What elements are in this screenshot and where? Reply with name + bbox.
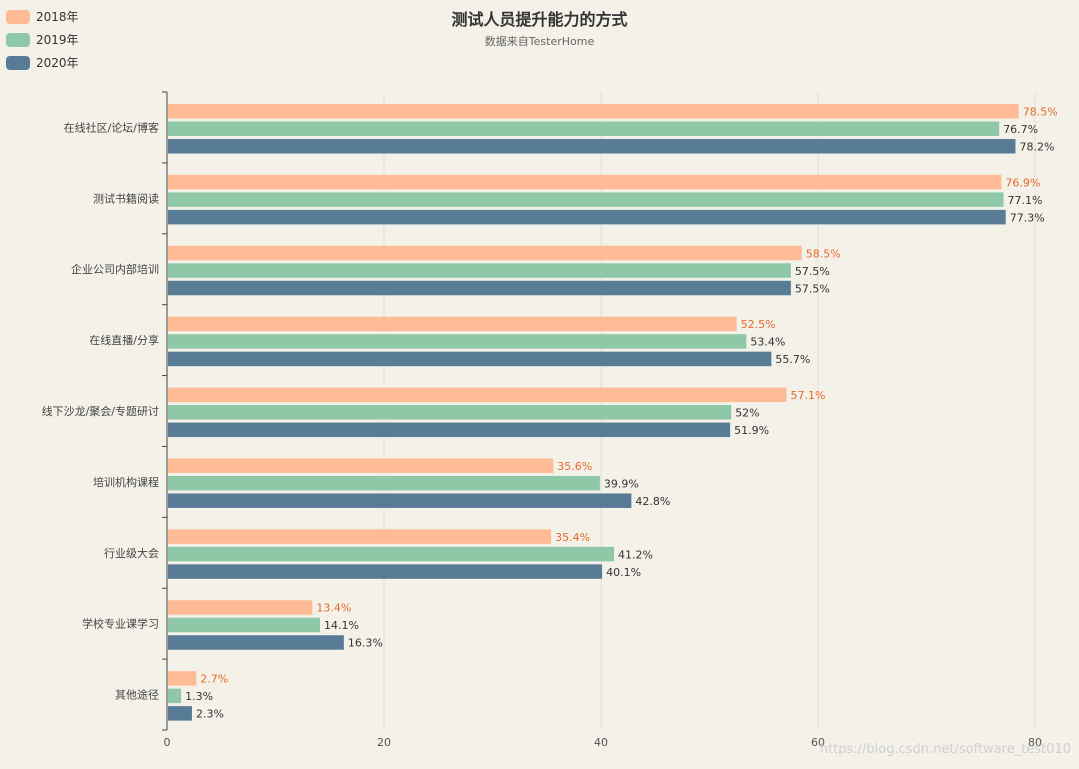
- data-label: 77.1%: [1008, 194, 1043, 207]
- bar: [168, 529, 552, 544]
- bar: [168, 316, 737, 332]
- bar: [168, 192, 1004, 207]
- chart-subtitle: 数据来自TesterHome: [484, 35, 595, 48]
- data-label: 40.1%: [606, 566, 641, 579]
- data-label: 52.5%: [741, 318, 776, 331]
- bar: [168, 475, 600, 491]
- data-label: 35.6%: [557, 460, 592, 473]
- legend-item-2019[interactable]: 2019年: [6, 28, 79, 51]
- data-label: 14.1%: [324, 619, 359, 632]
- data-label: 16.3%: [348, 637, 383, 650]
- data-label: 57.5%: [795, 265, 830, 278]
- bar: [168, 706, 192, 721]
- category-label: 在线直播/分享: [89, 333, 159, 347]
- bar: [168, 245, 802, 261]
- bar: [168, 635, 344, 650]
- data-label: 55.7%: [775, 353, 810, 366]
- data-label: 51.9%: [734, 424, 769, 437]
- x-tick-label: 80: [1028, 736, 1042, 749]
- bar: [168, 174, 1002, 190]
- data-label: 52%: [735, 407, 759, 420]
- category-label: 培训机构课程: [93, 475, 159, 489]
- data-label: 2.3%: [196, 708, 224, 721]
- data-label: 39.9%: [604, 477, 639, 490]
- category-label: 行业级大会: [104, 546, 159, 560]
- chart-title: 测试人员提升能力的方式: [451, 10, 628, 29]
- bar: [168, 334, 747, 349]
- x-tick-label: 60: [811, 736, 825, 749]
- data-label: 58.5%: [806, 247, 841, 260]
- bar: [168, 564, 603, 579]
- bar: [168, 493, 632, 508]
- bar: [168, 280, 791, 296]
- bar: [168, 422, 731, 438]
- bar: [168, 121, 1000, 136]
- legend: 2018年 2019年 2020年: [6, 5, 79, 74]
- category-label: 在线社区/论坛/博客: [64, 120, 159, 134]
- data-label: 57.1%: [791, 389, 826, 402]
- legend-item-2020[interactable]: 2020年: [6, 51, 79, 74]
- bar: [168, 405, 732, 420]
- data-label: 76.7%: [1003, 123, 1038, 136]
- legend-label-2020: 2020年: [36, 56, 79, 70]
- bar: [168, 351, 772, 367]
- category-label: 测试书籍阅读: [93, 191, 159, 205]
- category-label: 企业公司内部培训: [71, 262, 159, 276]
- category-label: 学校专业课学习: [82, 617, 159, 631]
- data-label: 78.2%: [1019, 141, 1054, 154]
- data-label: 2.7%: [200, 673, 228, 686]
- x-tick-label: 20: [377, 736, 391, 749]
- data-label: 1.3%: [185, 690, 213, 703]
- data-label: 78.5%: [1023, 106, 1058, 119]
- bar: [168, 671, 197, 686]
- data-label: 57.5%: [795, 282, 830, 295]
- x-tick-label: 40: [594, 736, 608, 749]
- legend-swatch-2018: [6, 9, 30, 24]
- legend-swatch-2020: [6, 55, 30, 70]
- bar: [168, 617, 320, 633]
- data-label: 76.9%: [1005, 176, 1040, 189]
- bar: [168, 546, 615, 562]
- bar: [168, 458, 554, 473]
- legend-label-2019: 2019年: [36, 33, 79, 47]
- legend-item-2018[interactable]: 2018年: [6, 5, 79, 28]
- data-label: 41.2%: [618, 548, 653, 561]
- legend-swatch-2019: [6, 32, 30, 47]
- category-label: 其他途径: [115, 688, 159, 702]
- bar: [168, 209, 1006, 225]
- data-label: 53.4%: [750, 336, 785, 349]
- x-tick-label: 0: [164, 736, 171, 749]
- data-label: 77.3%: [1010, 211, 1045, 224]
- data-label: 13.4%: [316, 602, 351, 615]
- watermark: https://blog.csdn.net/software_test010: [819, 742, 1071, 757]
- bar: [168, 688, 182, 704]
- bar: [168, 600, 313, 615]
- bar: [168, 139, 1016, 154]
- bar: [168, 263, 791, 278]
- bar: [168, 387, 787, 403]
- category-label: 线下沙龙/聚会/专题研讨: [42, 404, 159, 418]
- data-label: 35.4%: [555, 531, 590, 544]
- data-label: 42.8%: [635, 495, 670, 508]
- bar: [168, 104, 1019, 119]
- legend-label-2018: 2018年: [36, 10, 79, 24]
